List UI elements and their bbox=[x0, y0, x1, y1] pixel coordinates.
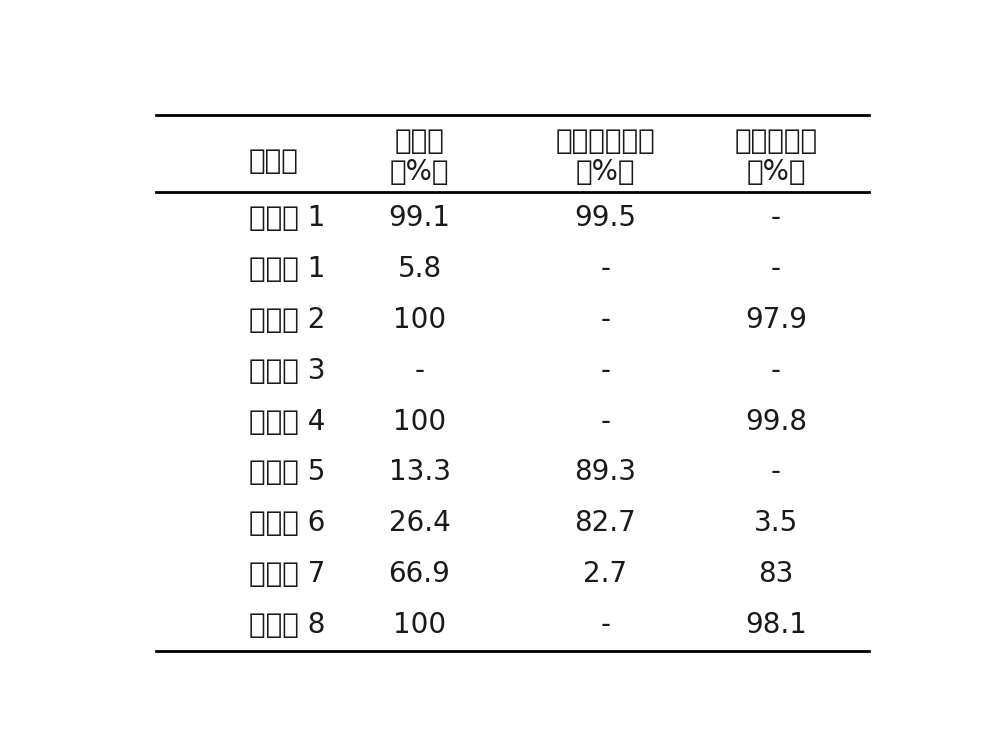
Text: 98.1: 98.1 bbox=[745, 612, 807, 639]
Text: 100: 100 bbox=[393, 612, 446, 639]
Text: 转化率: 转化率 bbox=[395, 126, 444, 155]
Text: 13.3: 13.3 bbox=[388, 458, 450, 487]
Text: 乙苯选择性: 乙苯选择性 bbox=[734, 126, 818, 155]
Text: （%）: （%） bbox=[576, 158, 635, 186]
Text: 3.5: 3.5 bbox=[754, 510, 798, 537]
Text: （%）: （%） bbox=[390, 158, 449, 186]
Text: 对比例 3: 对比例 3 bbox=[249, 356, 326, 385]
Text: -: - bbox=[771, 458, 781, 487]
Text: 99.8: 99.8 bbox=[745, 408, 807, 435]
Text: 对比例 7: 对比例 7 bbox=[249, 560, 325, 589]
Text: 实施例 1: 实施例 1 bbox=[249, 204, 325, 232]
Text: -: - bbox=[771, 356, 781, 385]
Text: 83: 83 bbox=[758, 560, 794, 589]
Text: 对比例 4: 对比例 4 bbox=[249, 408, 325, 435]
Text: 66.9: 66.9 bbox=[389, 560, 450, 589]
Text: 对比例 8: 对比例 8 bbox=[249, 612, 325, 639]
Text: 100: 100 bbox=[393, 306, 446, 334]
Text: 5.8: 5.8 bbox=[397, 254, 442, 283]
Text: 99.5: 99.5 bbox=[574, 204, 637, 232]
Text: （%）: （%） bbox=[746, 158, 806, 186]
Text: -: - bbox=[600, 408, 610, 435]
Text: 26.4: 26.4 bbox=[389, 510, 450, 537]
Text: -: - bbox=[771, 204, 781, 232]
Text: -: - bbox=[415, 356, 424, 385]
Text: 99.1: 99.1 bbox=[388, 204, 450, 232]
Text: 对比例 2: 对比例 2 bbox=[249, 306, 325, 334]
Text: 苯乙烯选择性: 苯乙烯选择性 bbox=[556, 126, 655, 155]
Text: 对比例 6: 对比例 6 bbox=[249, 510, 325, 537]
Text: -: - bbox=[600, 254, 610, 283]
Text: -: - bbox=[600, 356, 610, 385]
Text: 催化剂: 催化剂 bbox=[249, 147, 299, 175]
Text: 82.7: 82.7 bbox=[575, 510, 636, 537]
Text: 对比例 5: 对比例 5 bbox=[249, 458, 325, 487]
Text: 97.9: 97.9 bbox=[745, 306, 807, 334]
Text: -: - bbox=[771, 254, 781, 283]
Text: -: - bbox=[600, 306, 610, 334]
Text: 89.3: 89.3 bbox=[574, 458, 637, 487]
Text: 对比例 1: 对比例 1 bbox=[249, 254, 325, 283]
Text: 2.7: 2.7 bbox=[583, 560, 628, 589]
Text: -: - bbox=[600, 612, 610, 639]
Text: 100: 100 bbox=[393, 408, 446, 435]
